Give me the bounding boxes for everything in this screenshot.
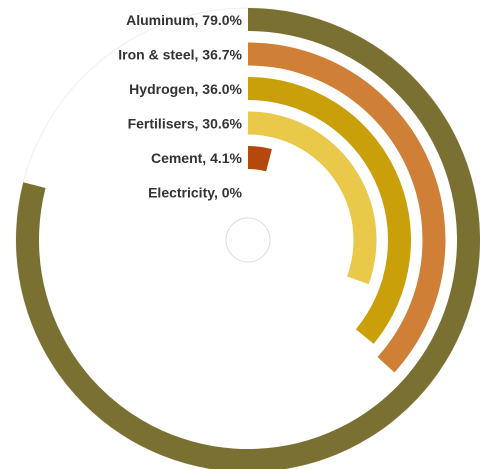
bar-label: Iron & steel, 36.7% xyxy=(118,47,242,63)
radial-bar xyxy=(248,111,377,285)
bar-label: Electricity, 0% xyxy=(148,185,242,201)
radial-bar xyxy=(248,42,446,373)
bar-label: Aluminum, 79.0% xyxy=(126,12,242,28)
radial-bar xyxy=(248,77,411,344)
bar-label: Hydrogen, 36.0% xyxy=(129,81,242,97)
bar-label: Cement, 4.1% xyxy=(151,150,243,166)
radial-bar xyxy=(248,146,272,172)
center-circle xyxy=(225,217,271,263)
bar-label: Fertilisers, 30.6% xyxy=(128,116,243,132)
